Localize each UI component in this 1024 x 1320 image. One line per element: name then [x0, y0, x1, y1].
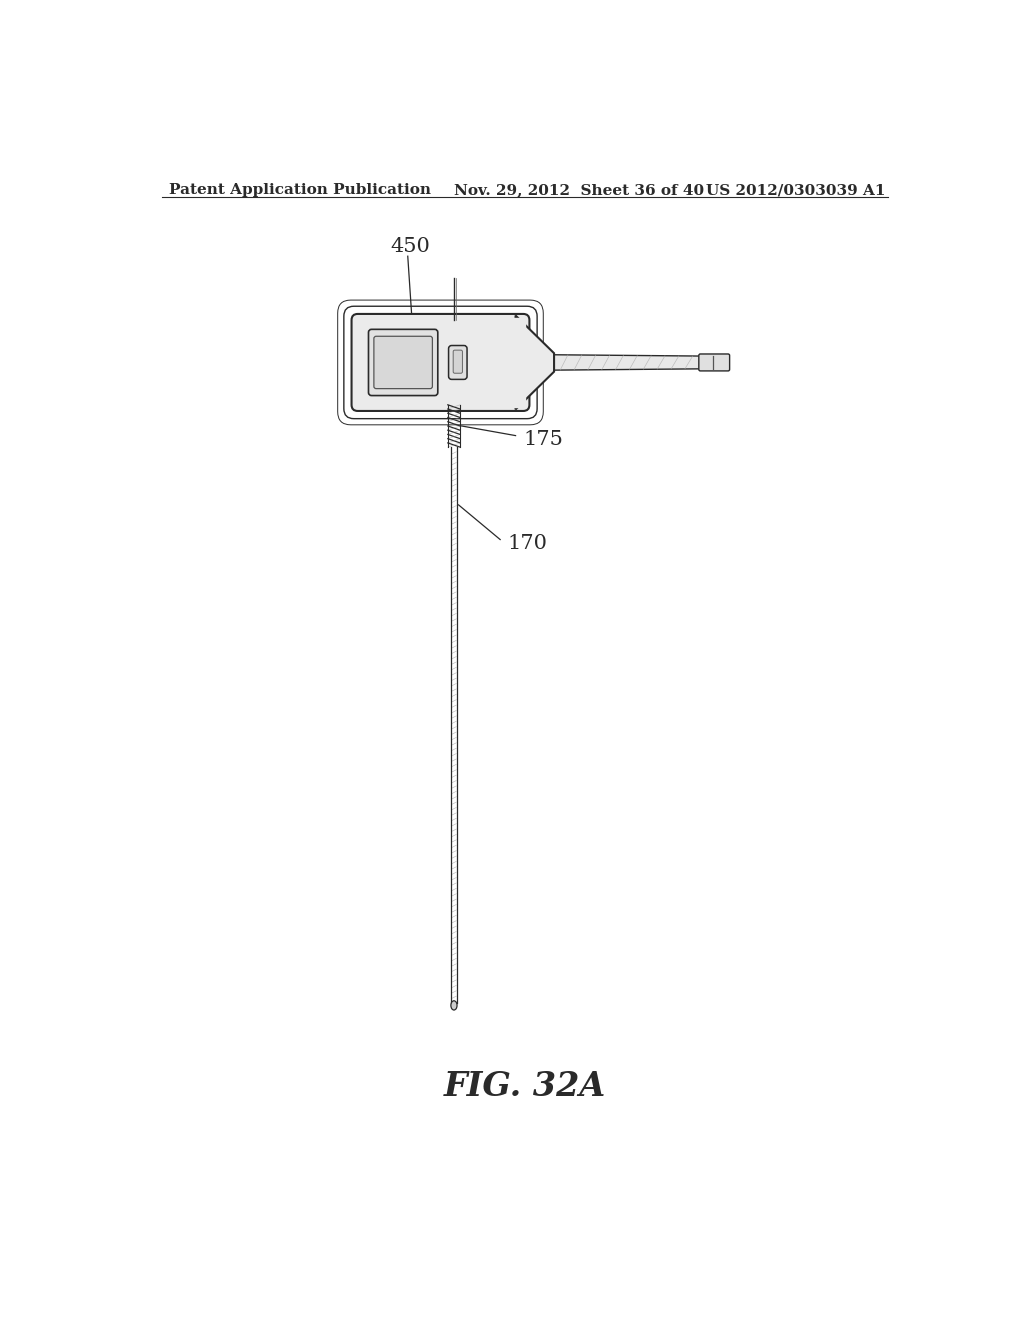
Text: 170: 170 [508, 533, 548, 553]
Text: US 2012/0303039 A1: US 2012/0303039 A1 [706, 183, 885, 197]
FancyBboxPatch shape [369, 330, 438, 396]
Polygon shape [553, 355, 727, 370]
Text: Nov. 29, 2012  Sheet 36 of 40: Nov. 29, 2012 Sheet 36 of 40 [454, 183, 705, 197]
Ellipse shape [451, 1001, 457, 1010]
Text: 450: 450 [391, 238, 431, 256]
FancyBboxPatch shape [454, 350, 463, 374]
Text: FIG. 32A: FIG. 32A [443, 1069, 606, 1102]
Text: Patent Application Publication: Patent Application Publication [169, 183, 431, 197]
Polygon shape [515, 315, 554, 409]
FancyBboxPatch shape [374, 337, 432, 388]
FancyBboxPatch shape [698, 354, 730, 371]
FancyBboxPatch shape [351, 314, 529, 411]
FancyBboxPatch shape [449, 346, 467, 379]
Text: 175: 175 [523, 430, 563, 449]
